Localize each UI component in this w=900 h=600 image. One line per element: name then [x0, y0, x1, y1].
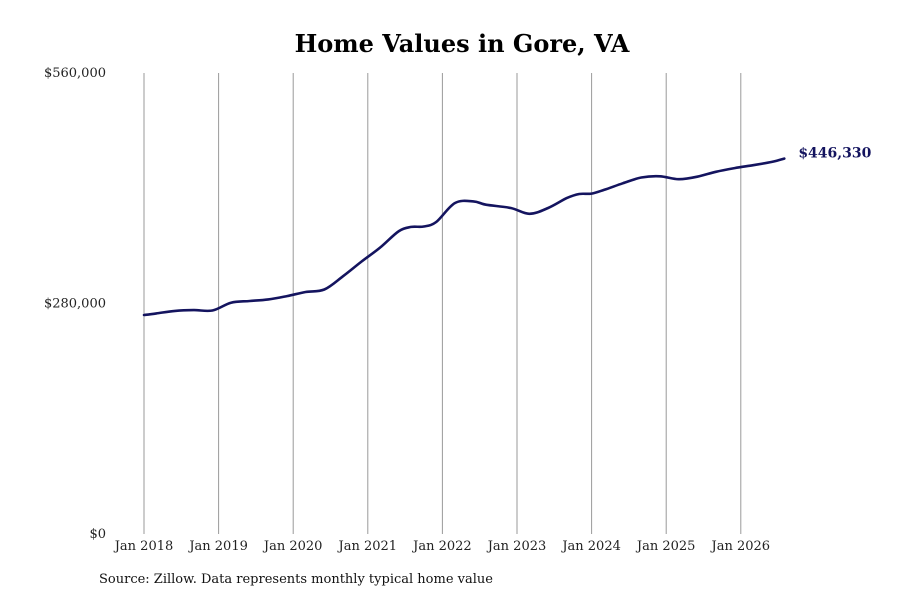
chart-title: Home Values in Gore, VA: [295, 29, 630, 58]
series-layer: [142, 157, 786, 317]
x-tick-label: Jan 2018: [113, 539, 174, 554]
x-tick-label: Jan 2024: [560, 539, 621, 554]
source-note: Source: Zillow. Data represents monthly …: [99, 572, 493, 587]
home-value-line: [142, 157, 786, 317]
x-tick-label: Jan 2021: [337, 539, 398, 554]
x-tick-label: Jan 2019: [187, 539, 248, 554]
y-axis-ticks: $0 $280,000 $560,000: [44, 66, 106, 542]
y-tick-label: $280,000: [44, 297, 106, 312]
gridlines: [143, 73, 742, 534]
y-tick-label: $560,000: [44, 66, 106, 81]
x-tick-label: Jan 2025: [635, 539, 696, 554]
x-tick-label: Jan 2023: [486, 539, 547, 554]
x-tick-label: Jan 2022: [411, 539, 472, 554]
x-axis-ticks: Jan 2018 Jan 2019 Jan 2020 Jan 2021 Jan 2022…: [113, 539, 770, 554]
x-tick-label: Jan 2020: [262, 539, 323, 554]
end-value-label: $446,330: [798, 146, 871, 162]
y-tick-label: $0: [89, 527, 106, 542]
x-tick-label: Jan 2026: [710, 539, 771, 554]
end-label-layer: $446,330: [798, 146, 871, 162]
